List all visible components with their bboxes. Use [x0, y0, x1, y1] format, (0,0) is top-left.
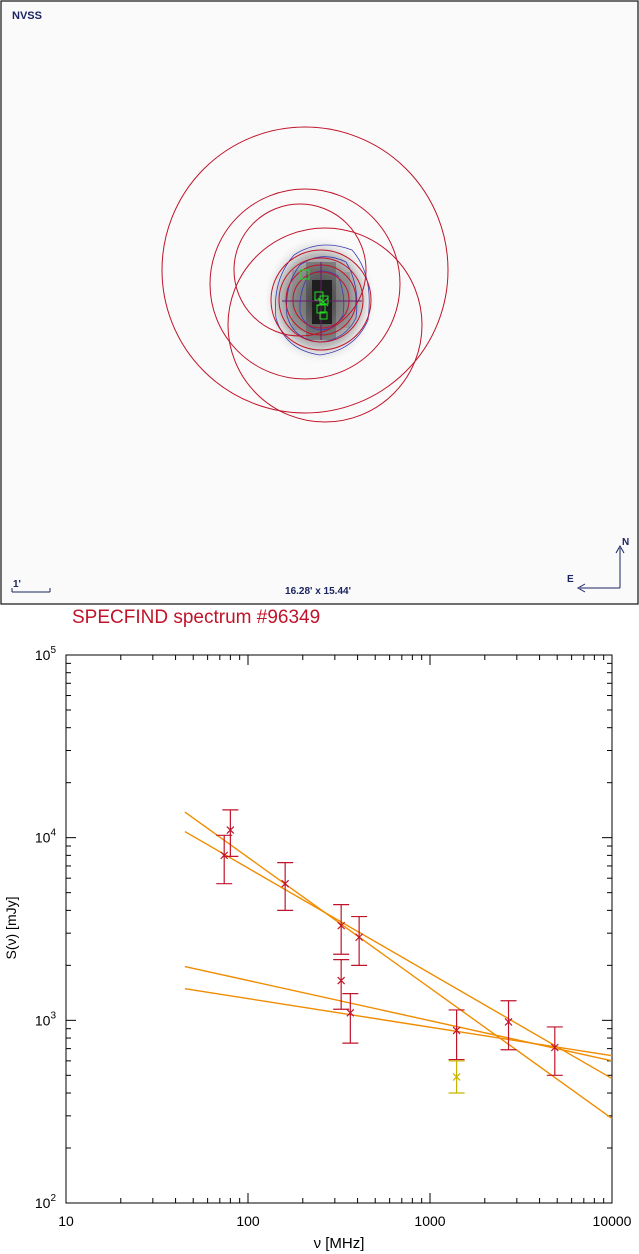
x-tick-labels: 10 100 1000 10000 [58, 1213, 631, 1229]
point-marker [355, 933, 364, 942]
point-marker [504, 1018, 513, 1026]
data-point [448, 1009, 465, 1061]
fit-line [184, 830, 613, 1080]
point-marker [226, 826, 235, 835]
compass-north-label: N [622, 537, 629, 548]
radio-image-panel: NVSS 1' 16.28' x 15.44' N E [0, 0, 639, 605]
y-tick-labels: 102 103 104 105 [35, 645, 57, 1211]
survey-label: NVSS [12, 10, 42, 22]
point-marker [281, 879, 290, 888]
y-tick-label: 102 [35, 1193, 57, 1211]
y-axis-label: S(ν) [mJy] [3, 897, 19, 960]
x-tick-label: 10 [58, 1213, 74, 1229]
point-marker [220, 851, 229, 860]
data-point [222, 809, 239, 857]
point-marker [452, 1026, 461, 1035]
point-marker [337, 921, 346, 930]
scale-bar-label: 1' [13, 579, 21, 590]
blue-contours [275, 244, 370, 356]
point-marker [550, 1043, 559, 1052]
data-point [333, 904, 350, 955]
data-point [500, 1000, 517, 1051]
point-marker [337, 976, 346, 985]
fit-line [184, 988, 613, 1057]
y-tick-label: 105 [35, 645, 57, 663]
fit-lines [184, 811, 613, 1120]
data-point [277, 862, 294, 911]
data-point [333, 959, 350, 1010]
spectrum-chart: 10 100 1000 10000 102 103 104 105 ν [MHz] S(ν)… [3, 645, 632, 1252]
fit-line [184, 965, 613, 1062]
field-size-label: 16.28' x 15.44' [285, 586, 351, 597]
compass [576, 544, 625, 593]
x-axis-label: ν [MHz] [314, 1235, 365, 1252]
x-tick-label: 100 [236, 1213, 260, 1229]
fit-line [184, 811, 613, 1120]
data-point [342, 993, 359, 1044]
data-point [546, 1026, 563, 1076]
data-points [216, 809, 563, 1094]
data-point [216, 834, 233, 885]
y-tick-label: 104 [35, 828, 57, 846]
y-tick-label: 103 [35, 1010, 57, 1028]
x-tick-label: 1000 [414, 1213, 445, 1229]
x-tick-label: 10000 [593, 1213, 632, 1229]
data-point [351, 915, 368, 966]
data-point [448, 1060, 465, 1094]
scale-bar: 1' [11, 579, 51, 593]
plot-frame [65, 654, 613, 1204]
point-marker [452, 1072, 461, 1081]
point-marker [346, 1008, 355, 1017]
axis-ticks [65, 655, 612, 1204]
compass-east-label: E [567, 574, 574, 585]
chart-title: SPECFIND spectrum #96349 [72, 607, 321, 628]
green-markers [299, 269, 329, 320]
